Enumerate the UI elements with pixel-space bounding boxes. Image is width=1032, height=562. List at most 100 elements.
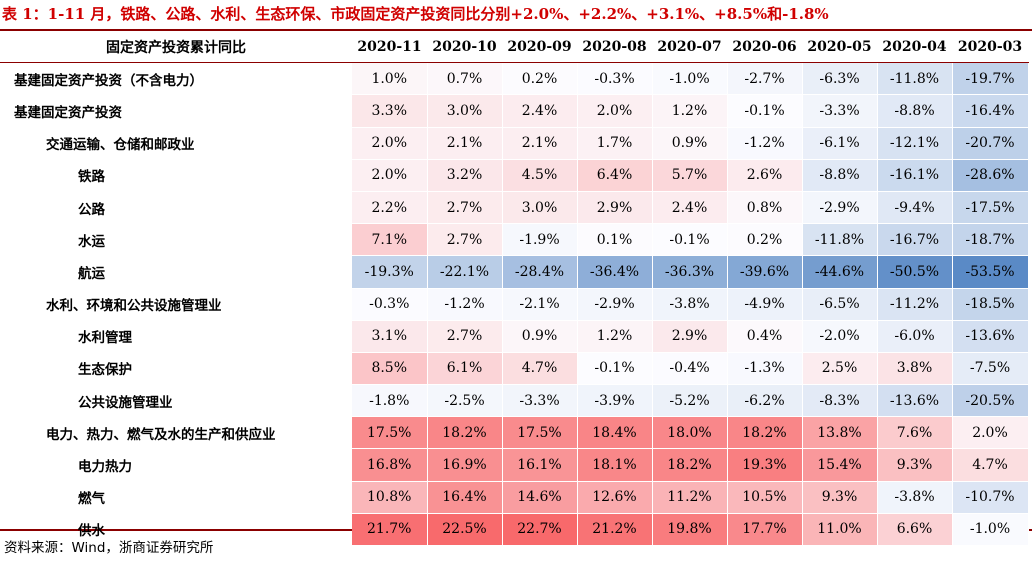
heatmap-cell: 18.2% (427, 416, 503, 450)
heatmap-cell: 2.9% (652, 320, 728, 353)
heatmap-cell: -1.3% (727, 352, 803, 386)
heatmap-cell: -36.3% (652, 255, 728, 289)
row-label: 燃气 (78, 491, 105, 508)
heatmap-cell: 2.9% (577, 191, 653, 225)
heatmap-cell: -18.7% (952, 223, 1029, 257)
heatmap-cell: 13.8% (802, 416, 878, 450)
source-note: 资料来源：Wind，浙商证券研究所 (4, 540, 214, 556)
heatmap-cell: 16.9% (427, 448, 503, 482)
heatmap-cell: 0.2% (727, 223, 803, 257)
table-row: 交通运输、仓储和邮政业 2.0% 2.1% 2.1% 1.7% 0.9% -1.2% -6.1… (0, 127, 1029, 160)
heatmap-cell: 4.7% (502, 352, 578, 386)
heatmap-cell: 2.5% (802, 352, 878, 386)
table-row: 公路 2.2% 2.7% 3.0% 2.9% 2.4% 0.8% -2.9% -9.4% -17.… (0, 191, 1029, 225)
table-row: 基建固定资产投资（不含电力） 1.0% 0.7% 0.2% -0.3% -1.0% -2.7… (0, 62, 1029, 96)
heatmap-cell: -11.2% (877, 288, 953, 321)
table-row: 燃气 10.8% 16.4% 14.6% 12.6% 11.2% 10.5% 9.3% -3.8… (0, 481, 1029, 514)
heatmap-cell: -16.1% (877, 159, 953, 192)
heatmap-cell: -19.3% (352, 255, 428, 289)
heatmap-cell: -6.3% (802, 62, 878, 96)
row-header-label: 固定资产投资累计同比 (0, 31, 352, 64)
heatmap-cell: 6.4% (577, 159, 653, 192)
table-title: 表 1：1-11 月，铁路、公路、水利、生态环保、市政固定资产投资同比分别+2.… (2, 5, 829, 23)
heatmap-cell: -2.9% (577, 288, 653, 321)
heatmap-cell: 17.7% (727, 513, 803, 547)
row-label: 公路 (78, 201, 105, 218)
heatmap-cell: -1.2% (727, 127, 803, 160)
header-row: 固定资产投资累计同比 2020-11 2020-10 2020-09 2020-08 2… (0, 31, 1028, 64)
row-label: 铁路 (78, 169, 105, 186)
heatmap-cell: -2.5% (427, 384, 503, 418)
heatmap-cell: -13.6% (952, 320, 1029, 353)
heatmap-cell: -4.9% (727, 288, 803, 321)
heatmap-cell: 2.0% (577, 94, 653, 128)
heatmap-cell: -3.8% (877, 481, 953, 514)
heatmap-cell: 16.4% (427, 481, 503, 514)
heatmap-cell: -2.7% (727, 62, 803, 96)
heatmap-cell: -11.8% (802, 223, 878, 257)
heatmap-cell: 2.2% (352, 191, 428, 225)
heatmap-cell: -8.8% (802, 159, 878, 192)
heatmap-cell: 7.1% (352, 223, 428, 257)
heatmap-cell: 0.2% (502, 62, 578, 96)
table-row: 水利、环境和公共设施管理业 -0.3% -1.2% -2.1% -2.9% -3.8% -4… (0, 288, 1029, 321)
heatmap-cell: 0.4% (727, 320, 803, 353)
heatmap-cell: -6.0% (877, 320, 953, 353)
heatmap-cell: -0.4% (652, 352, 728, 386)
heatmap-cell: -0.3% (577, 62, 653, 96)
column-header: 2020-09 (502, 31, 577, 64)
column-header: 2020-11 (352, 31, 427, 64)
heatmap-cell: 12.6% (577, 481, 653, 514)
heatmap-cell: -7.5% (952, 352, 1029, 386)
heatmap-cell: -28.4% (502, 255, 578, 289)
heatmap-cell: 2.7% (427, 191, 503, 225)
heatmap-cell: -36.4% (577, 255, 653, 289)
heatmap-cell: 3.2% (427, 159, 503, 192)
heatmap-cell: 22.5% (427, 513, 503, 547)
heatmap-cell: -2.9% (802, 191, 878, 225)
heatmap-cell: -19.7% (952, 62, 1029, 96)
column-header: 2020-07 (652, 31, 727, 64)
heatmap-cell: -1.9% (502, 223, 578, 257)
heatmap-cell: -16.7% (877, 223, 953, 257)
heatmap-cell: -8.8% (877, 94, 953, 128)
heatmap-cell: 3.8% (877, 352, 953, 386)
heatmap-cell: 3.1% (352, 320, 428, 353)
heatmap-cell: -10.7% (952, 481, 1029, 514)
heatmap-cell: -0.3% (352, 288, 428, 321)
heatmap-cell: 2.1% (502, 127, 578, 160)
heatmap-cell: 17.5% (502, 416, 578, 450)
column-header: 2020-10 (427, 31, 502, 64)
row-label: 水利、环境和公共设施管理业 (46, 298, 222, 315)
heatmap-cell: -17.5% (952, 191, 1029, 225)
heatmap-cell: -2.0% (802, 320, 878, 353)
heatmap-cell: -0.1% (652, 223, 728, 257)
heatmap-cell: -6.1% (802, 127, 878, 160)
column-header: 2020-08 (577, 31, 652, 64)
row-label: 基建固定资产投资（不含电力） (14, 73, 203, 90)
heatmap-cell: -39.6% (727, 255, 803, 289)
heatmap-cell: -16.4% (952, 94, 1029, 128)
heatmap-cell: -6.2% (727, 384, 803, 418)
heatmap-cell: -3.9% (577, 384, 653, 418)
heatmap-cell: 1.7% (577, 127, 653, 160)
heatmap-cell: -1.0% (952, 513, 1029, 547)
heatmap-cell: 9.3% (802, 481, 878, 514)
heatmap-cell: 2.0% (352, 159, 428, 192)
heatmap-cell: -18.5% (952, 288, 1029, 321)
heatmap-cell: -0.1% (727, 94, 803, 128)
row-label: 电力、热力、燃气及水的生产和供应业 (46, 426, 276, 443)
heatmap-cell: 14.6% (502, 481, 578, 514)
heatmap-cell: 4.7% (952, 448, 1029, 482)
heatmap-cell: -5.2% (652, 384, 728, 418)
heatmap-cell: 10.8% (352, 481, 428, 514)
heatmap-cell: 7.6% (877, 416, 953, 450)
heatmap-cell: 2.4% (502, 94, 578, 128)
heatmap-cell: -0.1% (577, 352, 653, 386)
heatmap-cell: 3.0% (502, 191, 578, 225)
row-label: 水利管理 (78, 330, 132, 347)
table-row: 基建固定资产投资 3.3% 3.0% 2.4% 2.0% 1.2% -0.1% -3.3% -8… (0, 94, 1029, 128)
row-label: 公共设施管理业 (78, 394, 173, 411)
heatmap-cell: 1.0% (352, 62, 428, 96)
row-label: 交通运输、仓储和邮政业 (46, 137, 195, 154)
